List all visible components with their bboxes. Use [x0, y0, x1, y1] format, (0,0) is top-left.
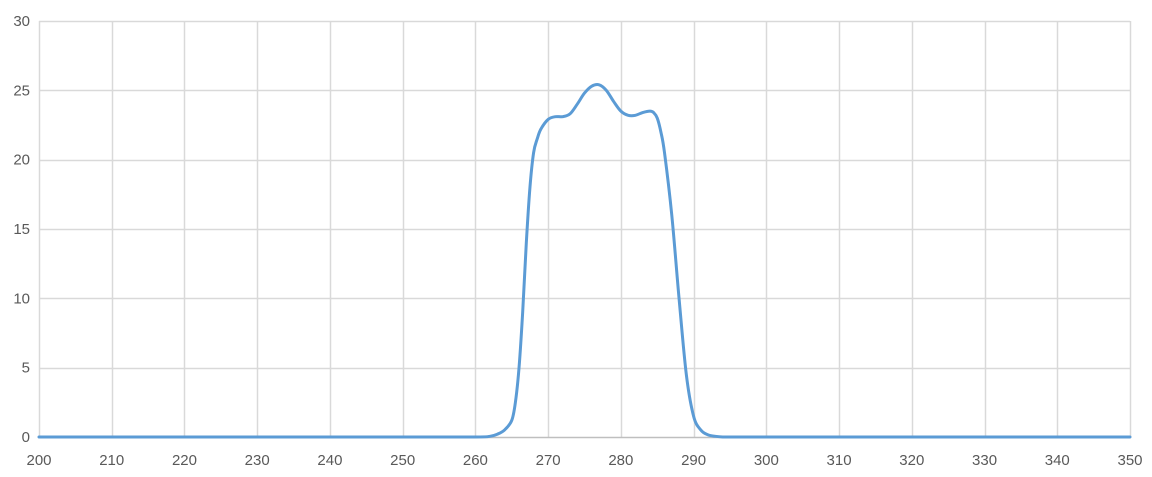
x-tick-label: 350 — [1117, 452, 1142, 469]
y-tick-label: 0 — [22, 429, 30, 446]
grid — [38, 20, 1132, 437]
y-tick-label: 20 — [13, 152, 30, 169]
y-tick-label: 25 — [13, 82, 30, 99]
x-tick-label: 210 — [99, 452, 124, 469]
x-tick-label: 310 — [827, 452, 852, 469]
y-tick-label: 30 — [13, 13, 30, 30]
x-tick-label: 290 — [681, 452, 706, 469]
series-line — [37, 83, 1132, 439]
x-tick-label: 200 — [26, 452, 51, 469]
x-tick-label: 270 — [536, 452, 561, 469]
x-tick-label: 260 — [463, 452, 488, 469]
y-tick-label: 15 — [13, 221, 30, 238]
x-tick-label: 220 — [172, 452, 197, 469]
x-tick-label: 280 — [608, 452, 633, 469]
x-tick-labels: 200 210 220 230 240 250 260 270 280 290 300 310 320 3… — [26, 452, 1142, 469]
x-tick-label: 230 — [245, 452, 270, 469]
y-tick-label: 5 — [22, 360, 30, 377]
x-tick-label: 250 — [390, 452, 415, 469]
series-layer — [37, 83, 1132, 439]
y-tick-label: 10 — [13, 290, 30, 307]
x-tick-label: 320 — [899, 452, 924, 469]
x-tick-label: 340 — [1045, 452, 1070, 469]
x-tick-label: 330 — [972, 452, 997, 469]
x-tick-label: 300 — [754, 452, 779, 469]
y-tick-labels: 0 5 10 15 20 25 30 — [13, 13, 30, 446]
x-tick-label: 240 — [317, 452, 342, 469]
